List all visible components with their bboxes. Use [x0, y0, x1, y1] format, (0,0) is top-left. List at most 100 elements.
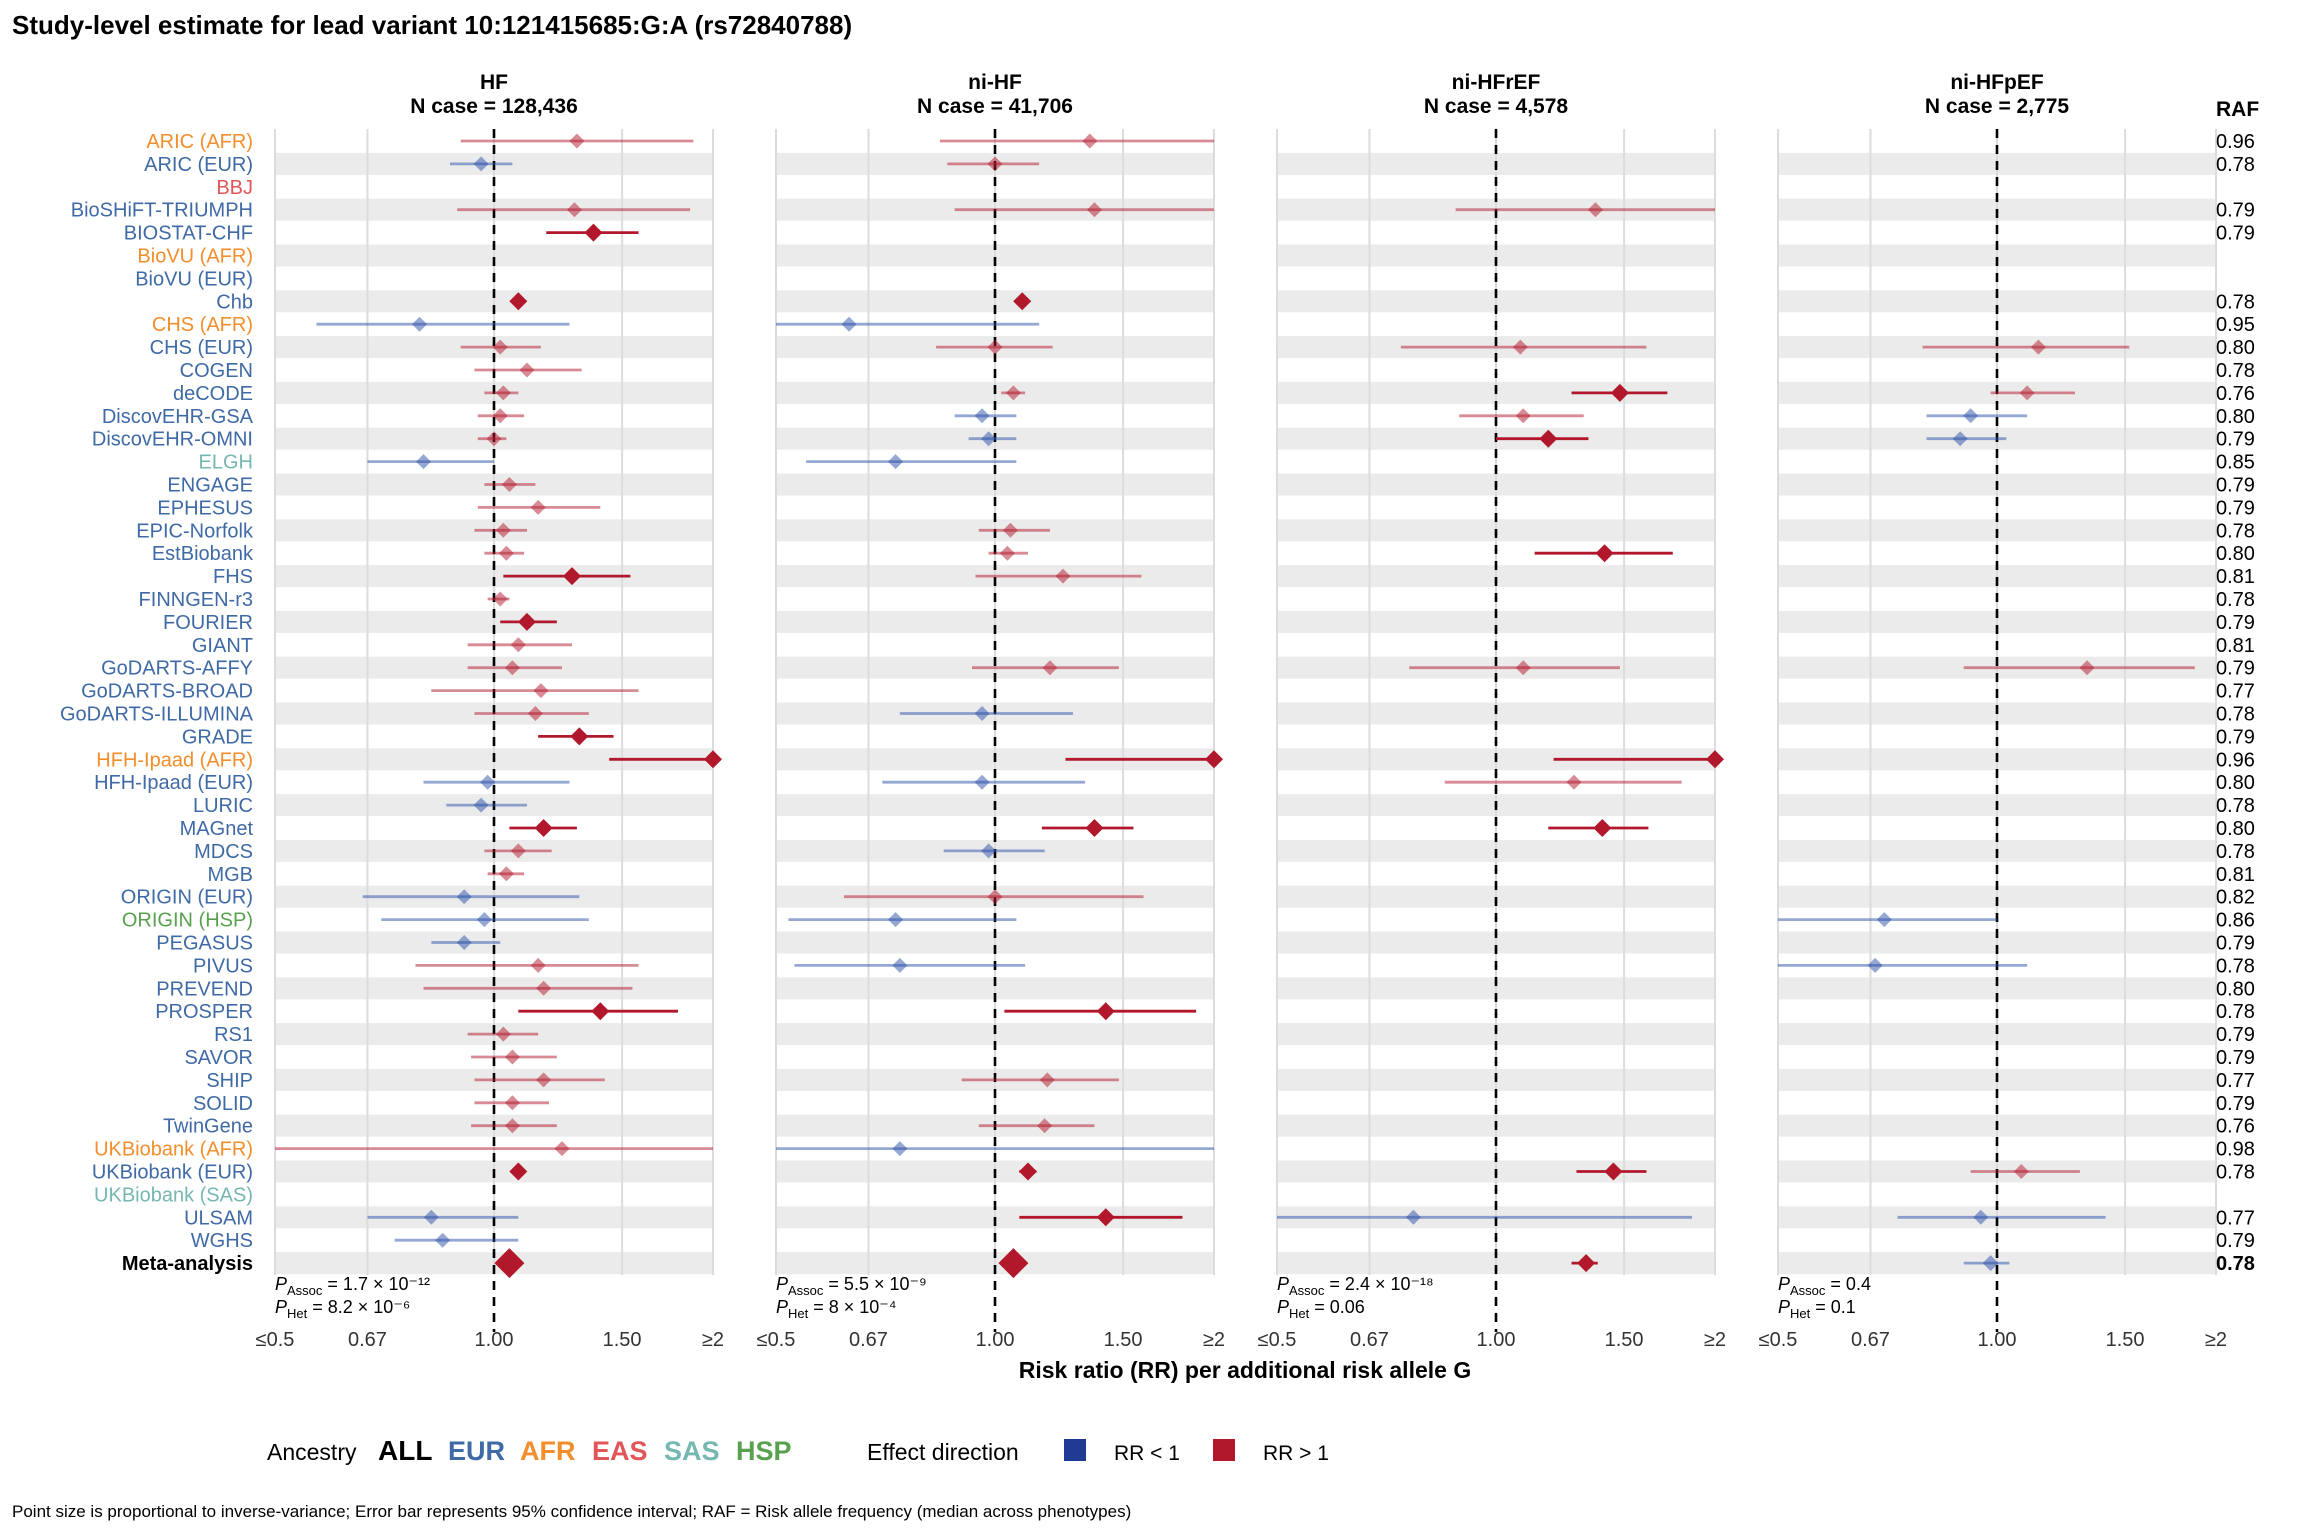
point-estimate-diamond	[510, 843, 526, 859]
point-estimate-diamond	[987, 889, 1003, 905]
raf-value: 0.78	[2216, 1001, 2255, 1023]
panel-title: ni-HFpEF	[1950, 71, 2043, 94]
point-estimate-diamond	[504, 1095, 520, 1111]
point-estimate-diamond	[492, 591, 508, 607]
raf-value: 0.80	[2216, 818, 2255, 840]
point-estimate	[1952, 431, 1968, 447]
raf-header: RAF	[2216, 98, 2259, 121]
p-het: PHet = 0.06	[1277, 1297, 1365, 1321]
study-label: BioSHiFT-TRIUMPH	[71, 200, 253, 222]
point-estimate-diamond	[981, 843, 997, 859]
point-estimate-diamond	[476, 912, 492, 928]
point-estimate-diamond	[1867, 957, 1883, 973]
study-label: BioVU (EUR)	[135, 268, 253, 290]
study-label: MGB	[207, 864, 253, 886]
x-tick-label: ≥2	[1704, 1329, 1726, 1351]
point-estimate	[473, 156, 489, 172]
point-estimate-diamond	[527, 706, 543, 721]
raf-value: 0.77	[2216, 1070, 2255, 1092]
footnote: Point size is proportional to inverse-va…	[12, 1502, 1131, 1521]
legend-effect-title: Effect direction	[867, 1439, 1019, 1465]
point-estimate	[533, 683, 549, 699]
raf-value: 0.76	[2216, 1116, 2255, 1138]
point-estimate-diamond	[534, 819, 553, 837]
point-estimate	[534, 819, 553, 837]
point-estimate-diamond	[456, 889, 472, 905]
study-label: Meta-analysis	[122, 1253, 253, 1275]
point-estimate-diamond	[456, 935, 472, 950]
raf-value: 0.79	[2216, 1093, 2255, 1115]
point-estimate	[2030, 339, 2046, 355]
point-estimate-diamond	[495, 522, 511, 538]
raf-value: 0.98	[2216, 1139, 2255, 1161]
study-label: FINNGEN-r3	[139, 589, 253, 611]
point-estimate	[1973, 1209, 1989, 1225]
point-estimate	[1039, 1072, 1055, 1088]
study-label: MAGnet	[180, 818, 254, 840]
study-label: CHS (AFR)	[152, 314, 253, 336]
raf-value: 0.79	[2216, 1047, 2255, 1069]
point-estimate	[591, 1002, 610, 1021]
point-estimate-diamond	[519, 362, 535, 378]
raf-value: 0.96	[2216, 749, 2255, 771]
point-estimate-diamond	[1952, 431, 1968, 447]
x-tick-label: 0.67	[348, 1329, 387, 1351]
x-tick-label: 1.50	[2106, 1329, 2145, 1351]
point-estimate-diamond	[1005, 385, 1021, 401]
point-estimate	[1005, 385, 1021, 401]
p-het: PHet = 8.2 × 10⁻⁶	[275, 1297, 410, 1321]
point-estimate	[1963, 408, 1979, 424]
panel-n-case: N case = 41,706	[917, 95, 1073, 118]
raf-value: 0.81	[2216, 566, 2255, 588]
point-estimate	[1595, 544, 1614, 563]
point-estimate	[1587, 202, 1603, 218]
point-estimate-diamond	[517, 612, 536, 631]
x-tick-label: 1.00	[475, 1329, 514, 1351]
raf-value: 0.79	[2216, 497, 2255, 519]
raf-value: 0.77	[2216, 681, 2255, 703]
grid-lines	[274, 129, 2217, 1276]
x-tick-label: 0.67	[1350, 1329, 1389, 1351]
study-label: ARIC (EUR)	[144, 154, 253, 176]
point-estimate-diamond	[495, 1026, 511, 1042]
x-axis-ticks: ≤0.5 0.67 1.00 1.50 ≥2 ≤0.5 0.67 1.00 1.50 ≥2 ≤0.5…	[256, 1329, 2227, 1351]
point-estimate	[566, 202, 582, 218]
x-tick-label: 0.67	[1851, 1329, 1890, 1351]
point-estimate-diamond	[1096, 1208, 1115, 1227]
study-label: CHS (EUR)	[150, 337, 253, 359]
point-estimate	[501, 477, 517, 492]
panel-title: HF	[480, 71, 508, 94]
raf-value: 0.78	[2216, 589, 2255, 611]
point-estimate	[480, 774, 496, 790]
x-tick-label: 1.00	[1477, 1329, 1516, 1351]
point-estimate	[1096, 1208, 1115, 1227]
study-label: PEGASUS	[156, 933, 253, 955]
study-label: ARIC (AFR)	[146, 131, 253, 153]
raf-value: 0.86	[2216, 910, 2255, 932]
point-estimate-diamond	[1037, 1118, 1053, 1134]
study-labels: ARIC (AFR)ARIC (EUR)BBJBioSHiFT-TRIUMPHB…	[60, 131, 254, 1275]
point-estimate	[1515, 408, 1531, 424]
raf-value: 0.79	[2216, 612, 2255, 634]
study-label: SOLID	[193, 1093, 253, 1115]
point-estimate-diamond	[2019, 385, 2035, 401]
point-estimate-diamond	[2079, 660, 2095, 676]
raf-value: 0.82	[2216, 887, 2255, 909]
point-estimate	[1982, 1255, 1999, 1272]
point-estimate	[412, 316, 428, 332]
point-estimate-diamond	[981, 431, 997, 447]
x-tick-label: ≤0.5	[1759, 1329, 1798, 1351]
point-estimate-diamond	[412, 316, 428, 332]
legend-ancestry-all: ALL	[378, 1435, 432, 1466]
point-estimate-diamond	[987, 339, 1003, 355]
point-estimate-diamond	[501, 477, 517, 492]
point-estimate-diamond	[1055, 568, 1071, 584]
point-estimate-diamond	[999, 545, 1015, 561]
p-assoc: PAssoc = 1.7 × 10⁻¹²	[275, 1274, 430, 1298]
point-estimate-diamond	[1973, 1209, 1989, 1225]
point-estimate	[998, 1248, 1029, 1279]
study-label: UKBiobank (AFR)	[94, 1139, 253, 1161]
x-tick-label: 1.00	[1978, 1329, 2017, 1351]
